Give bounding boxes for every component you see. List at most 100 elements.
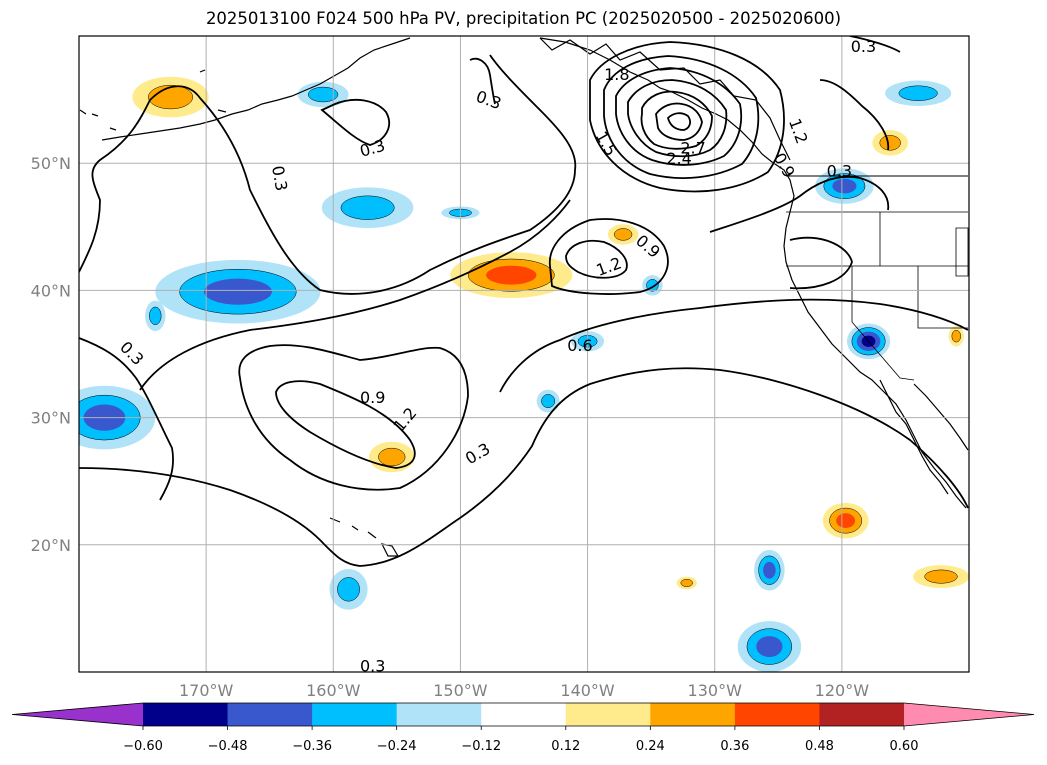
precip-blob-0-level-1 — [148, 84, 194, 110]
pv-contour-layer — [79, 36, 969, 567]
chart-title: 2025013100 F024 500 hPa PV, precipitatio… — [205, 9, 842, 28]
colorbar-segment-7 — [734, 703, 820, 726]
precip-blob-22-level-1 — [680, 579, 693, 587]
north-america-coastline — [539, 37, 967, 509]
contour-label-16: 1.8 — [604, 65, 629, 84]
pv-contour-0.9-west — [238, 344, 469, 491]
precip-blob-23-level-1 — [951, 330, 961, 343]
colorbar-segment-2 — [312, 703, 398, 726]
precip-blob-15 — [872, 130, 908, 156]
lon-tick-label: 120°W — [815, 681, 870, 700]
precip-blob-13 — [329, 568, 368, 610]
precip-blob-14 — [913, 565, 969, 589]
contour-label-3: 0.3 — [851, 37, 876, 56]
contour-label-12: 1.2 — [390, 404, 421, 436]
colorbar-tick-label: 0.36 — [720, 739, 749, 754]
grid-layer — [79, 36, 969, 672]
colorbar-segment-6 — [650, 703, 736, 726]
pv-contour-0.3-alaska-east — [819, 79, 890, 151]
pv-contour-2.7 — [640, 90, 713, 150]
colorbar-segment-8 — [819, 703, 905, 726]
aleutian-islands — [79, 69, 227, 131]
lat-tick-label: 40°N — [31, 281, 71, 300]
lon-tick-label: 140°W — [560, 681, 615, 700]
state-border-or-wa — [786, 211, 969, 329]
precip-blob-11 — [737, 621, 802, 672]
contour-label-4: 0.3 — [827, 162, 852, 181]
pv-contour-0.6-loop — [139, 199, 571, 391]
colorbar-tick-label: −0.36 — [292, 739, 332, 754]
colorbar-tick-label: 0.24 — [636, 739, 665, 754]
contour-label-2: 0.3 — [474, 87, 504, 114]
pv-contour-1.2-west — [275, 380, 416, 469]
colorbar-tick-label: −0.24 — [377, 739, 417, 754]
contour-label-17: 2.4 — [666, 149, 691, 168]
precip-blob-21 — [536, 389, 560, 413]
contour-label-1: 0.3 — [358, 136, 388, 161]
precip-blob-12 — [754, 549, 785, 591]
colorbar-tick-label: −0.48 — [208, 739, 248, 754]
axis-labels: 20°N 30°N 40°N 50°N 170°W 160°W 150°W 140°W 130°… — [31, 154, 870, 700]
lat-tick-label: 20°N — [31, 536, 71, 555]
precip-blob-15-level-1 — [879, 135, 901, 151]
precip-blob-3-level-1 — [308, 86, 339, 103]
colorbar-tick-label: 0.60 — [890, 739, 919, 754]
pv-contour-0.3-north — [79, 54, 577, 295]
contour-label-8: 0.6 — [567, 336, 592, 355]
pv-contour-0.6 — [499, 298, 969, 393]
pv-contour-1.5 — [589, 41, 785, 193]
lon-tick-label: 130°W — [688, 681, 743, 700]
precip-blob-13-level-1 — [337, 577, 360, 602]
precip-blob-10-level-1 — [898, 85, 938, 101]
lat-tick-label: 30°N — [31, 409, 71, 428]
precip-blob-23 — [948, 326, 964, 347]
colorbar: −0.60 −0.48 −0.36 −0.24 −0.12 0.12 0.24 0.36 0.4… — [11, 702, 1035, 754]
alaska-peninsula-coastline — [101, 37, 411, 141]
contour-label-9: 0.9 — [360, 388, 385, 407]
state-border-ca — [851, 266, 915, 381]
precip-blob-14-level-1 — [924, 569, 958, 584]
precip-blob-18 — [607, 224, 639, 245]
precip-anomaly-layer — [79, 76, 969, 672]
colorbar-tick-label: −0.60 — [123, 739, 163, 754]
pv-contour-1.8 — [603, 55, 760, 179]
precip-blob-2 — [321, 187, 414, 229]
colorbar-tick-label: 0.48 — [805, 739, 834, 754]
colorbar-tick-label: −0.12 — [461, 739, 501, 754]
contour-label-15: 1.5 — [592, 128, 621, 160]
precip-blob-1 — [155, 259, 321, 324]
lon-tick-label: 160°W — [306, 681, 361, 700]
precip-blob-0 — [132, 76, 209, 118]
pv-contour-0.9-east — [548, 218, 669, 295]
pv-contour-3.3 — [667, 112, 691, 131]
contour-label-5: 0.3 — [116, 338, 147, 369]
precip-blob-6-level-1 — [378, 447, 406, 467]
precip-blob-2-level-1 — [340, 195, 395, 220]
colorbar-tick-label: 0.12 — [551, 739, 580, 754]
precip-blob-20-level-1 — [149, 306, 162, 325]
precip-blob-18-level-1 — [614, 228, 633, 241]
precip-blob-20 — [145, 300, 166, 332]
contour-label-0: 0.3 — [268, 164, 291, 192]
colorbar-segment-1 — [227, 703, 313, 726]
baja-california-coastline — [879, 379, 949, 495]
pv-contour-0.3-south — [79, 367, 969, 567]
lon-tick-label: 170°W — [179, 681, 234, 700]
pv-contour-2.1 — [615, 67, 743, 166]
precip-blob-4-level-2 — [486, 265, 537, 285]
lat-tick-label: 50°N — [31, 154, 71, 173]
precip-blob-22 — [676, 576, 697, 590]
precip-blob-11-level-2 — [756, 636, 783, 658]
gulf-of-california-coastline — [913, 383, 969, 451]
contour-label-6: 0.3 — [462, 439, 494, 468]
precip-blob-12-level-2 — [763, 561, 776, 579]
precip-blob-9 — [822, 502, 869, 539]
colorbar-segment-3 — [396, 703, 482, 726]
precip-blob-7-level-2 — [832, 178, 857, 194]
hawaii-islands — [329, 517, 400, 557]
colorbar-extend-min — [12, 703, 143, 726]
pv-contour-2.4 — [627, 79, 728, 158]
colorbar-extend-max — [904, 703, 1034, 726]
pv-contour-3.0 — [655, 102, 703, 141]
